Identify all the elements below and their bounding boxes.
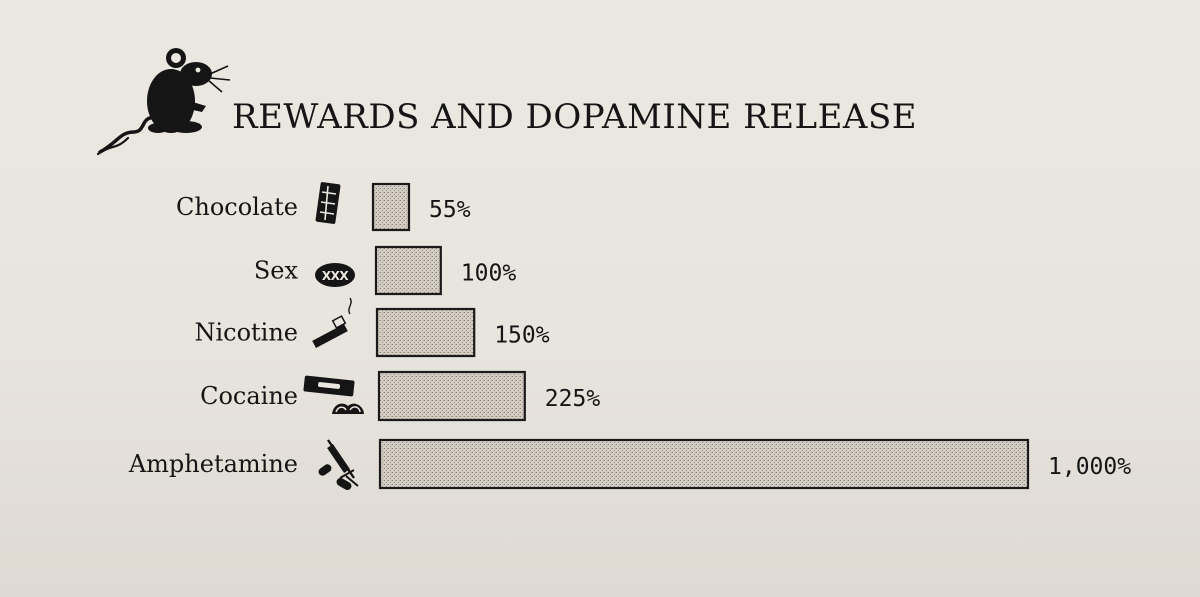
category-label-chocolate: Chocolate [176, 193, 298, 221]
value-label-cocaine: 225% [545, 386, 601, 412]
chart-title: REWARDS AND DOPAMINE RELEASE [232, 97, 917, 137]
value-label-amphetamine: 1,000% [1048, 454, 1131, 480]
bar-sex [374, 245, 442, 296]
category-label-cocaine: Cocaine [200, 382, 298, 410]
razor-blade-powder-icon [303, 375, 364, 414]
bar-amphetamine [378, 438, 1030, 490]
bar-chocolate [371, 182, 411, 232]
chart-marks: Chocolate 55% Sex 100% Nicotine 150% Cocaine 22… [128, 182, 1131, 490]
value-label-sex: 100% [461, 261, 517, 287]
category-label-nicotine: Nicotine [194, 319, 298, 347]
svg-text:XXX: XXX [322, 269, 350, 283]
value-label-chocolate: 55% [429, 197, 471, 223]
xxx-icon: XXX [315, 263, 355, 287]
category-label-amphetamine: Amphetamine [128, 450, 298, 478]
bar-cocaine [377, 370, 526, 422]
value-label-nicotine: 150% [494, 323, 550, 349]
category-label-sex: Sex [254, 257, 299, 285]
chocolate-bar-icon [315, 182, 341, 224]
bar-nicotine [375, 307, 476, 358]
cigarette-icon [312, 297, 352, 348]
syringe-pills-icon [318, 439, 359, 490]
rat-icon [96, 48, 231, 156]
